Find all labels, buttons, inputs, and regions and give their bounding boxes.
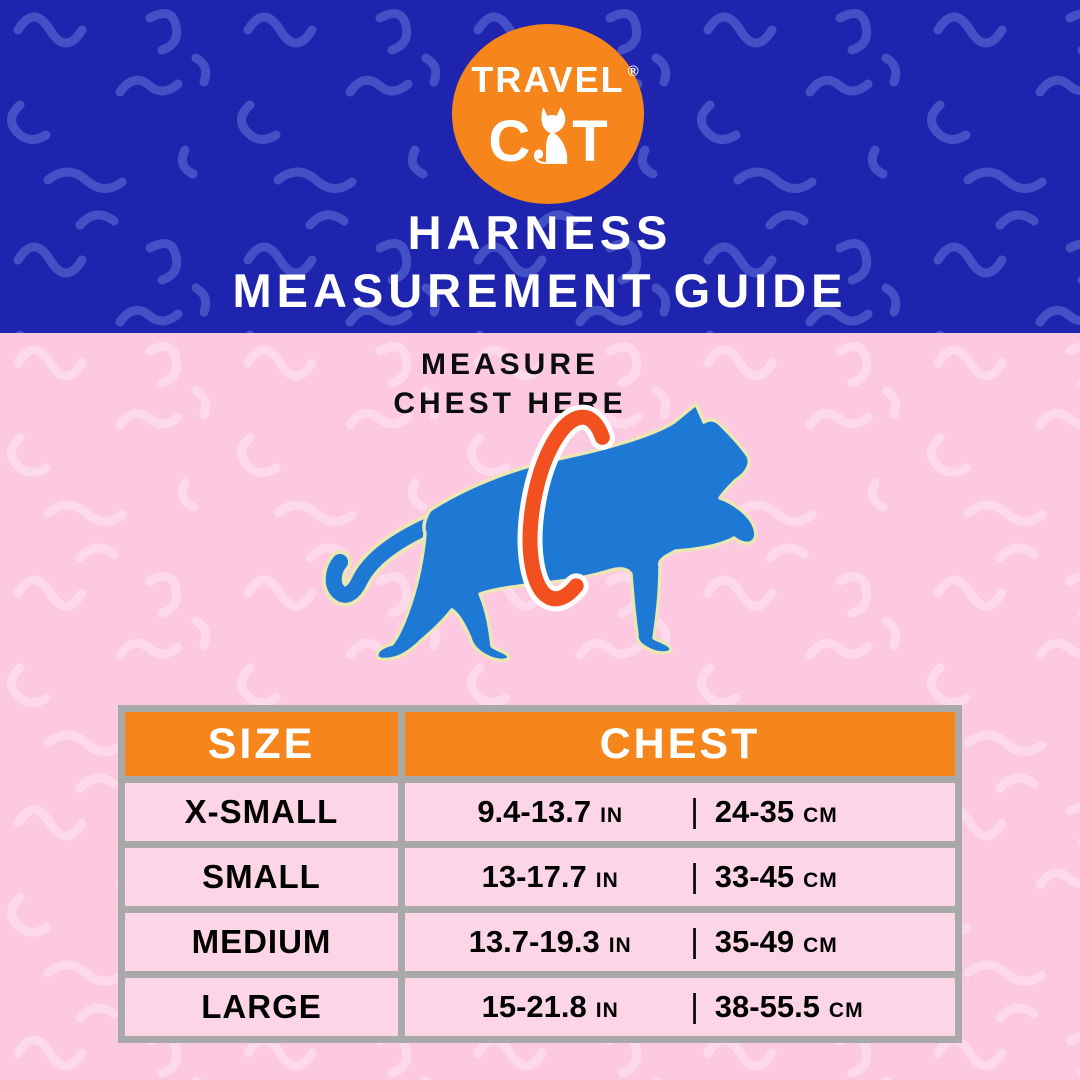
size-label: MEDIUM — [191, 923, 332, 960]
cm-range: 38-55.5 CM — [699, 989, 950, 1025]
table-row-small-chest: 13-17.7 IN | 33-45 CM — [405, 848, 955, 906]
cat-body — [375, 402, 758, 663]
inches-value: 13-17.7 — [481, 859, 587, 894]
table-row-large-size: LARGE — [125, 978, 398, 1036]
cm-value: 24-35 — [714, 794, 795, 829]
cm-unit: CM — [803, 934, 838, 957]
inches-range: 15-21.8 IN — [410, 989, 690, 1025]
cm-unit: CM — [803, 804, 838, 827]
cm-unit: CM — [803, 869, 838, 892]
size-label: X-SMALL — [184, 793, 339, 830]
range-separator: | — [690, 857, 699, 894]
cm-range: 24-35 CM — [699, 794, 950, 830]
caption-line-1: MEASURE — [420, 348, 599, 381]
inches-unit: IN — [595, 999, 619, 1022]
table-row-small-size: SMALL — [125, 848, 398, 906]
cm-value: 38-55.5 — [714, 989, 820, 1024]
cm-range: 35-49 CM — [699, 924, 950, 960]
cm-value: 35-49 — [714, 924, 795, 959]
logo-travel-text: TRAVEL — [471, 59, 625, 100]
inches-value: 9.4-13.7 — [477, 794, 592, 829]
inches-range: 9.4-13.7 IN — [410, 794, 690, 830]
cat-tail — [322, 514, 440, 607]
chest-header-label: CHEST — [599, 719, 761, 768]
travelcat-logo: TRAVEL ® C T — [452, 24, 644, 204]
sitting-cat-icon — [534, 107, 568, 164]
inches-value: 13.7-19.3 — [468, 924, 600, 959]
range-separator: | — [690, 792, 699, 829]
measurement-section: MEASURE CHEST HERE SIZE CHEST — [0, 333, 1080, 1080]
size-header-label: SIZE — [207, 719, 316, 768]
size-label: LARGE — [201, 988, 322, 1025]
logo-word-cat: C T — [488, 104, 608, 174]
column-header-chest: CHEST — [405, 712, 955, 776]
measuring-ring — [517, 404, 615, 612]
title-line-1: HARNESS — [407, 206, 673, 259]
column-header-size: SIZE — [125, 712, 398, 776]
page-title: HARNESS MEASUREMENT GUIDE — [0, 204, 1080, 320]
table-row-xsmall-chest: 9.4-13.7 IN | 24-35 CM — [405, 783, 955, 841]
inches-value: 15-21.8 — [481, 989, 587, 1024]
walking-cat-with-measuring-ring-illustration — [322, 402, 758, 663]
logo-letter-t: T — [572, 109, 608, 174]
title-line-2: MEASUREMENT GUIDE — [232, 264, 848, 317]
table-row-large-chest: 15-21.8 IN | 38-55.5 CM — [405, 978, 955, 1036]
inches-unit: IN — [608, 934, 632, 957]
table-row-medium-size: MEDIUM — [125, 913, 398, 971]
logo-word-travel: TRAVEL ® — [471, 59, 638, 100]
table-row-xsmall-size: X-SMALL — [125, 783, 398, 841]
cm-value: 33-45 — [714, 859, 795, 894]
inches-range: 13.7-19.3 IN — [410, 924, 690, 960]
inches-range: 13-17.7 IN — [410, 859, 690, 895]
header-banner: TRAVEL ® C T HARNESS MEASUREMENT GUIDE — [0, 0, 1080, 333]
size-label: SMALL — [202, 858, 321, 895]
inches-unit: IN — [600, 804, 624, 827]
registered-trademark: ® — [627, 63, 641, 80]
inches-unit: IN — [595, 869, 619, 892]
range-separator: | — [690, 987, 699, 1024]
logo-letter-c: C — [488, 109, 531, 174]
size-chart-table: SIZE CHEST X-SMALL 9.4-13.7 IN | 24-35 C… — [118, 705, 962, 1043]
table-row-medium-chest: 13.7-19.3 IN | 35-49 CM — [405, 913, 955, 971]
cm-unit: CM — [828, 999, 864, 1022]
cm-range: 33-45 CM — [699, 859, 950, 895]
range-separator: | — [690, 922, 699, 959]
